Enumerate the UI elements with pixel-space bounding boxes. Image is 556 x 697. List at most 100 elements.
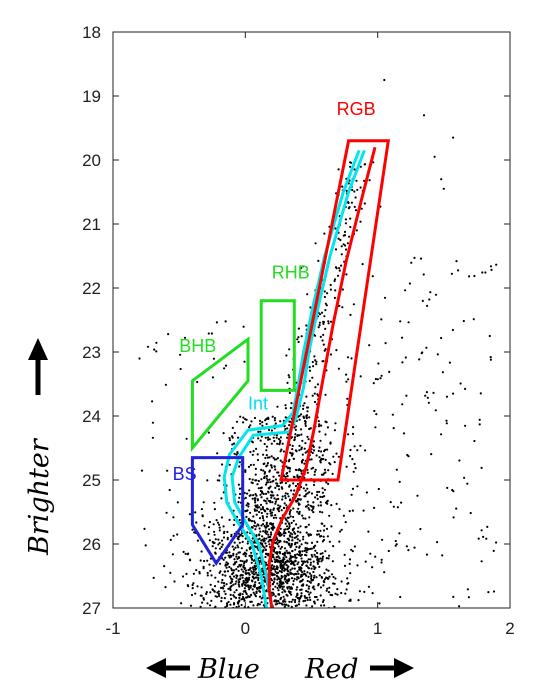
star-point [324,309,327,312]
star-point [349,313,352,316]
star-point [285,619,287,621]
star-point [317,582,320,586]
star-point [279,459,282,462]
star-point [307,575,310,579]
star-point [240,547,243,550]
star-point [368,179,371,182]
star-point [316,533,319,536]
star-point [291,448,294,451]
star-point [278,539,281,542]
star-point [295,588,298,591]
star-point [285,504,288,507]
star-point [290,402,293,405]
star-point [271,511,274,514]
star-point [314,544,317,547]
star-point [285,549,288,552]
star-point [296,586,299,589]
star-point [296,597,299,600]
star-point [254,473,257,476]
star-point [275,498,278,501]
star-point [296,648,298,650]
star-point [220,545,223,549]
star-point [286,516,289,519]
star-point [256,453,259,456]
star-point [281,498,284,501]
star-point [306,293,309,296]
star-point [185,437,188,440]
star-point [215,321,218,324]
star-point [244,418,247,421]
star-point [312,510,315,514]
star-point [225,610,227,612]
star-point [295,604,298,607]
star-point [231,545,234,548]
star-point [307,558,310,561]
star-point [272,475,275,478]
star-point [296,510,299,513]
star-point [218,541,221,545]
star-point [247,505,250,508]
star-point [299,580,302,583]
star-point [311,605,314,608]
star-point [276,602,279,605]
star-point [279,534,282,537]
star-point [252,570,255,573]
star-point [213,612,215,614]
star-point [347,433,350,436]
star-point [270,464,273,467]
star-point [276,542,279,546]
star-point [171,553,174,556]
star-point [288,484,291,487]
star-point [316,529,319,533]
star-point [276,582,279,585]
star-point [191,587,194,590]
star-point [274,478,277,481]
star-point [324,393,327,396]
star-point [233,627,235,629]
star-point [226,530,229,534]
star-point [257,574,260,577]
star-point [356,564,359,567]
star-point [253,521,257,524]
star-point [241,576,244,579]
star-point [374,426,377,429]
star-point [308,379,311,382]
star-point [267,487,271,490]
star-point [304,422,307,425]
star-point [169,538,172,542]
star-point [251,580,254,583]
star-point [224,574,227,577]
star-point [305,551,308,554]
star-point [294,554,297,558]
star-point [286,436,289,439]
star-point [323,581,326,584]
star-point [277,610,279,612]
star-point [151,400,154,403]
star-point [277,589,280,592]
star-point [264,456,267,460]
star-point [221,613,223,615]
star-point [243,562,246,565]
star-point [261,421,264,424]
star-point [294,484,298,488]
star-point [235,614,237,616]
star-point [210,332,213,335]
star-point [280,486,283,489]
star-point [306,410,309,413]
star-point [264,510,267,513]
star-point [373,409,376,413]
star-point [324,302,327,305]
star-point [184,552,187,556]
star-point [276,572,279,575]
star-point [309,563,312,567]
star-point [306,598,309,602]
star-point [445,422,448,425]
star-point [427,401,430,404]
star-point [339,238,342,242]
star-point [321,552,324,555]
star-point [354,209,358,212]
star-point [188,558,192,561]
star-point [242,421,245,424]
star-point [277,584,280,587]
star-point [206,630,208,632]
